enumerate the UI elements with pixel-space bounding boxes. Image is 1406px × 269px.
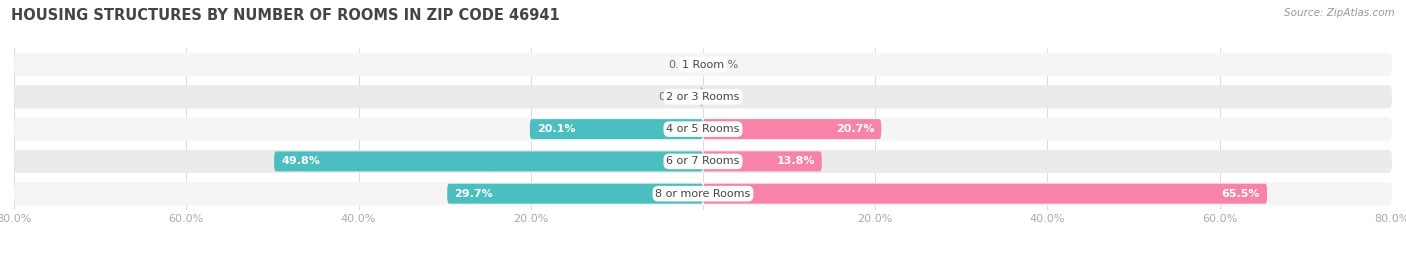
Text: 4 or 5 Rooms: 4 or 5 Rooms (666, 124, 740, 134)
FancyBboxPatch shape (530, 119, 703, 139)
FancyBboxPatch shape (14, 53, 1392, 76)
FancyBboxPatch shape (14, 150, 1392, 173)
Text: HOUSING STRUCTURES BY NUMBER OF ROOMS IN ZIP CODE 46941: HOUSING STRUCTURES BY NUMBER OF ROOMS IN… (11, 8, 560, 23)
FancyBboxPatch shape (14, 85, 1392, 108)
Text: 13.8%: 13.8% (776, 156, 815, 167)
Text: 6 or 7 Rooms: 6 or 7 Rooms (666, 156, 740, 167)
Text: 29.7%: 29.7% (454, 189, 494, 199)
Text: 8 or more Rooms: 8 or more Rooms (655, 189, 751, 199)
Text: 20.1%: 20.1% (537, 124, 575, 134)
Text: 0.0%: 0.0% (668, 59, 696, 70)
FancyBboxPatch shape (703, 119, 882, 139)
FancyBboxPatch shape (14, 182, 1392, 205)
Text: 65.5%: 65.5% (1222, 189, 1260, 199)
FancyBboxPatch shape (703, 151, 823, 171)
FancyBboxPatch shape (14, 118, 1392, 141)
FancyBboxPatch shape (274, 151, 703, 171)
Text: 2 or 3 Rooms: 2 or 3 Rooms (666, 92, 740, 102)
FancyBboxPatch shape (703, 184, 1267, 204)
Text: 0.33%: 0.33% (658, 92, 693, 102)
FancyBboxPatch shape (447, 184, 703, 204)
Text: 20.7%: 20.7% (837, 124, 875, 134)
Text: Source: ZipAtlas.com: Source: ZipAtlas.com (1284, 8, 1395, 18)
Text: 0.0%: 0.0% (710, 92, 738, 102)
Text: 0.0%: 0.0% (710, 59, 738, 70)
Text: 49.8%: 49.8% (281, 156, 321, 167)
FancyBboxPatch shape (700, 87, 703, 107)
Text: 1 Room: 1 Room (682, 59, 724, 70)
